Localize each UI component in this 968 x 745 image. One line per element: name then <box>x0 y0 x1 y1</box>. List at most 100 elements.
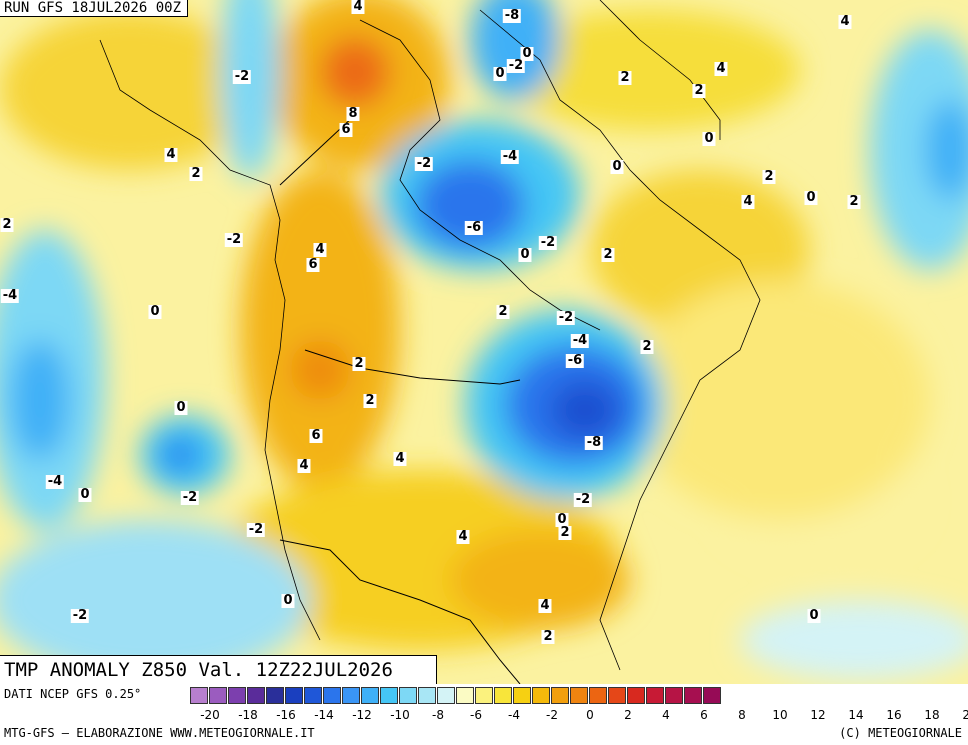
contour-label: 0 <box>78 487 92 502</box>
legend-tick: 0 <box>586 708 594 722</box>
legend-swatch <box>570 687 588 704</box>
contour-label: 4 <box>456 529 470 544</box>
contour-label: 0 <box>807 608 821 623</box>
run-label: RUN GFS 18JUL2026 00Z <box>0 0 189 17</box>
contour-label: 6 <box>309 428 323 443</box>
contour-label: 0 <box>281 593 295 608</box>
contour-label: -8 <box>584 435 604 450</box>
contour-label: 2 <box>352 356 366 371</box>
copyright-text: (C) METEOGIORNALE <box>839 726 962 740</box>
contour-label: -2 <box>180 490 200 505</box>
contour-label: 2 <box>847 194 861 209</box>
contour-label: 2 <box>558 525 572 540</box>
contour-label: 2 <box>618 70 632 85</box>
contour-label: 0 <box>493 66 507 81</box>
color-scale-ticks: -20 -18 -16 -14 -12 -10 -8 -6 -4 -2 0 2 4 6 8 10 12 14 16 1… <box>190 708 968 722</box>
contour-label: 8 <box>346 106 360 121</box>
contour-label: 2 <box>0 217 14 232</box>
legend-tick: -12 <box>352 708 372 722</box>
legend-tick: -2 <box>546 708 558 722</box>
contour-label: -2 <box>246 522 266 537</box>
contour-label: -4 <box>0 288 20 303</box>
legend-swatch <box>209 687 227 704</box>
legend-tick: -20 <box>200 708 220 722</box>
legend-swatch <box>190 687 208 704</box>
legend-swatch <box>380 687 398 704</box>
legend-tick: -14 <box>314 708 334 722</box>
contour-label: 2 <box>363 393 377 408</box>
legend-swatch <box>228 687 246 704</box>
legend-swatch <box>323 687 341 704</box>
contour-label: -6 <box>565 353 585 368</box>
contour-label: -2 <box>70 608 90 623</box>
legend-tick: 14 <box>848 708 864 722</box>
contour-label: 0 <box>174 400 188 415</box>
legend-swatch <box>399 687 417 704</box>
legend-tick: 16 <box>886 708 902 722</box>
map-title: TMP ANOMALY Z850 Val. 12Z22JUL2026 <box>0 655 437 684</box>
contour-label: -4 <box>500 149 520 164</box>
contour-label: 0 <box>804 190 818 205</box>
legend-swatch <box>285 687 303 704</box>
contour-label: -4 <box>570 333 590 348</box>
contour-label: -2 <box>414 156 434 171</box>
contour-label: 2 <box>601 247 615 262</box>
legend-swatch <box>627 687 645 704</box>
contour-label: -6 <box>464 220 484 235</box>
data-source: DATI NCEP GFS 0.25° <box>4 687 142 701</box>
contour-label: 4 <box>714 61 728 76</box>
legend-swatch <box>494 687 512 704</box>
contour-label: 0 <box>520 46 534 61</box>
contour-label: -2 <box>573 492 593 507</box>
legend-swatch <box>361 687 379 704</box>
legend-swatch <box>551 687 569 704</box>
legend-tick: 18 <box>924 708 940 722</box>
legend-swatch <box>304 687 322 704</box>
legend-tick: 8 <box>738 708 746 722</box>
legend-tick: -18 <box>238 708 258 722</box>
legend-tick: -8 <box>432 708 444 722</box>
legend-tick: 12 <box>810 708 826 722</box>
legend-tick: -10 <box>390 708 410 722</box>
legend-swatch <box>456 687 474 704</box>
contour-label: 0 <box>518 247 532 262</box>
contour-label: 4 <box>297 458 311 473</box>
contour-label: -2 <box>538 235 558 250</box>
contour-label: -2 <box>506 58 526 73</box>
contour-label: -2 <box>232 69 252 84</box>
legend-tick: 6 <box>700 708 708 722</box>
legend-swatch <box>684 687 702 704</box>
contour-label: 4 <box>313 242 327 257</box>
legend-swatch <box>437 687 455 704</box>
contour-label: 4 <box>741 194 755 209</box>
contour-label: 6 <box>339 122 353 137</box>
contour-label: 4 <box>838 14 852 29</box>
contour-label: -4 <box>45 474 65 489</box>
legend-swatch <box>532 687 550 704</box>
contour-label: -8 <box>502 8 522 23</box>
contour-label: -2 <box>556 310 576 325</box>
legend-swatch <box>646 687 664 704</box>
contour-label: 4 <box>393 451 407 466</box>
contour-label: 2 <box>496 304 510 319</box>
map-field <box>0 0 968 684</box>
legend-swatch <box>418 687 436 704</box>
legend-tick: -16 <box>276 708 296 722</box>
credit-text: MTG-GFS — ELABORAZIONE WWW.METEOGIORNALE… <box>4 726 315 740</box>
legend-swatch <box>247 687 265 704</box>
contour-label: 4 <box>351 0 365 14</box>
contour-label: 0 <box>555 512 569 527</box>
legend-tick: -6 <box>470 708 482 722</box>
color-scale <box>190 687 722 704</box>
contour-label: 0 <box>702 131 716 146</box>
contour-label: 2 <box>189 166 203 181</box>
legend-swatch <box>513 687 531 704</box>
contour-label: 2 <box>692 83 706 98</box>
legend-tick: 20 <box>962 708 968 722</box>
contour-label: 4 <box>538 598 552 613</box>
legend-tick: 2 <box>624 708 632 722</box>
legend-swatch <box>703 687 721 704</box>
legend-swatch <box>475 687 493 704</box>
legend-swatch <box>342 687 360 704</box>
legend-tick: -4 <box>508 708 520 722</box>
